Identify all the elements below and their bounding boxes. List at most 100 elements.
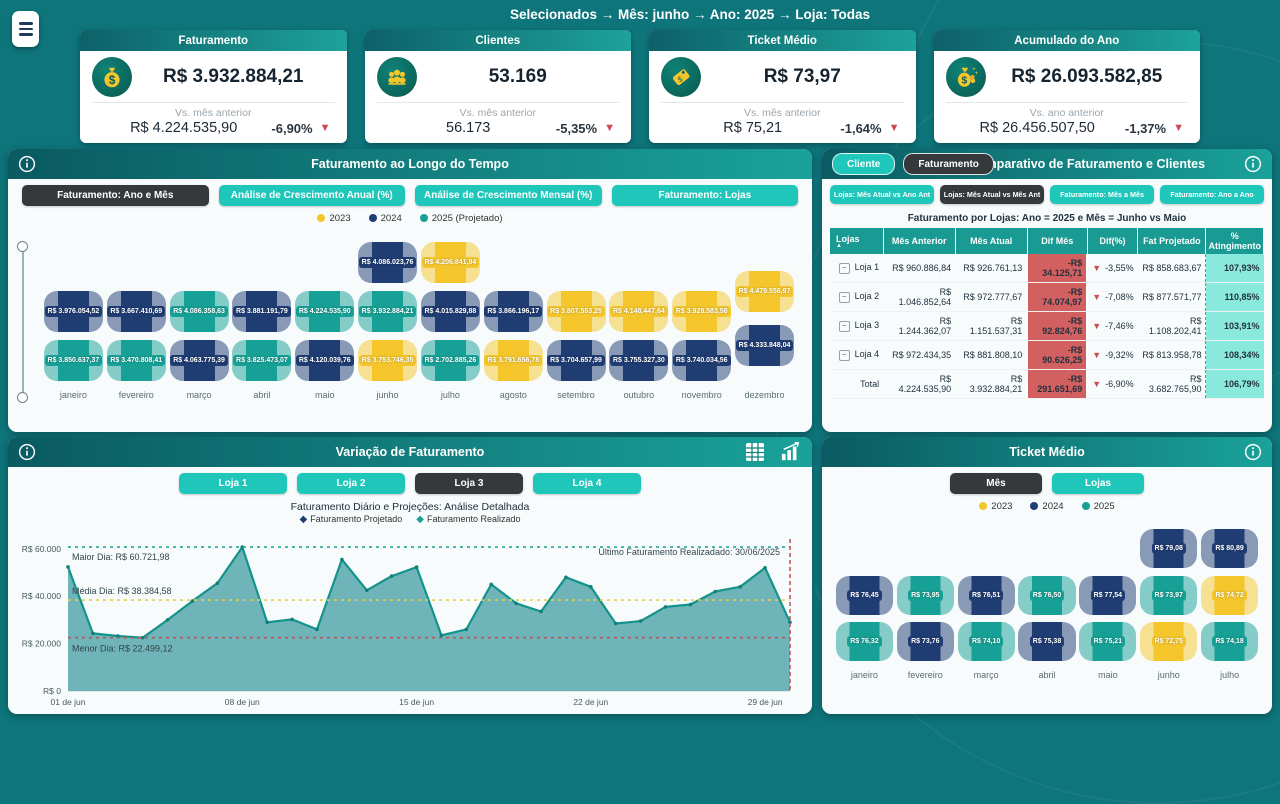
analytics-chart-icon[interactable] <box>780 442 802 462</box>
ribbon-bar-2023[interactable]: R$ 3.753.746,35 <box>358 339 418 381</box>
ribbon-bar-2024[interactable]: R$ 4.120.039,76 <box>295 339 355 381</box>
ribbon-bar-2024[interactable]: R$ 79,08 <box>1140 529 1198 568</box>
ribbon-bar-2025[interactable]: R$ 3.825.473,07 <box>232 339 292 381</box>
cell-dif-pct: ▼ -7,08% <box>1087 282 1138 312</box>
ribbon-bar-2023[interactable]: R$ 3.807.553,25 <box>546 290 606 332</box>
table-row[interactable]: − Loja 2 R$ 1.046.852,64 R$ 972.777,67 -R$ 7… <box>830 282 1264 312</box>
revenue-ribbon-chart[interactable]: R$ 3.976.054,52 R$ 3.850.637,37 R$ 3.667.4… <box>42 229 796 400</box>
toggle-cliente-button[interactable]: Cliente <box>832 153 896 175</box>
ribbon-bar-2023[interactable]: R$ 4.479.556,97 <box>734 271 795 313</box>
ribbon-value-label: R$ 3.704.657,99 <box>547 354 605 366</box>
ribbon-value-label: R$ 73,95 <box>908 589 943 601</box>
expand-icon[interactable]: − <box>838 321 850 332</box>
ribbon-bar-2023[interactable]: R$ 74,72 <box>1200 575 1259 615</box>
ribbon-bar-2024[interactable]: R$ 3.704.657,99 <box>546 339 606 381</box>
ribbon-bar-2023[interactable]: R$ 4.206.841,94 <box>420 241 480 283</box>
tab-faturamento-lojas[interactable]: Faturamento: Lojas <box>611 185 798 206</box>
ribbon-columns: R$ 76,45 R$ 76,32 R$ 73,95 R$ 73,76 R$ 76,51… <box>834 517 1260 667</box>
ribbon-bar-2025[interactable]: R$ 76,50 <box>1018 575 1076 615</box>
slider-handle-top[interactable] <box>17 241 28 252</box>
table-row[interactable]: − Loja 4 R$ 972.434,35 R$ 881.808,10 -R$ 90.… <box>830 340 1264 370</box>
ribbon-bar-2024[interactable]: R$ 75,38 <box>1018 622 1076 661</box>
expand-icon[interactable]: − <box>838 263 850 274</box>
ribbon-value-label: R$ 3.825.473,07 <box>233 354 291 366</box>
tab-mes[interactable]: Mês <box>950 473 1042 494</box>
table-total-row[interactable]: Total R$ 4.224.535,90 R$ 3.932.884,21 -R$ 2… <box>830 369 1264 399</box>
ribbon-bar-2025[interactable]: R$ 76,32 <box>835 622 894 661</box>
calculator-icon[interactable] <box>744 442 766 462</box>
tab-lojas[interactable]: Lojas <box>1052 473 1144 494</box>
ribbon-bar-2025[interactable]: R$ 74,10 <box>957 622 1015 661</box>
ribbon-value-label: R$ 4.333.848,04 <box>735 339 794 351</box>
tab-loja-3[interactable]: Loja 3 <box>415 473 523 494</box>
cell-atingimento: 106,79% <box>1205 369 1264 399</box>
ribbon-bar-2024[interactable]: R$ 77,54 <box>1079 575 1137 615</box>
kpi-value: 53.169 <box>488 66 547 87</box>
month-axis-label: junho <box>1157 670 1180 680</box>
tab-lojas-mes-vs-mes[interactable]: Lojas: Mês Atual vs Mês Ant <box>940 185 1044 204</box>
table-row[interactable]: − Loja 1 R$ 960.886,84 R$ 926.761,13 -R$ 34.… <box>830 254 1264 283</box>
comparison-table: Lojas ▲ Mês Anterior Mês Atual Dif Mês Di… <box>830 228 1264 399</box>
ribbon-bar-2025[interactable]: R$ 75,21 <box>1079 622 1137 661</box>
ribbon-bar-2024[interactable]: R$ 76,45 <box>835 575 894 615</box>
info-icon[interactable] <box>1244 443 1262 461</box>
cell-atingimento: 103,91% <box>1205 311 1264 341</box>
table-row[interactable]: − Loja 3 R$ 1.244.362,07 R$ 1.151.537,31 -R$… <box>830 311 1264 341</box>
info-icon[interactable] <box>18 443 36 461</box>
ribbon-bar-2025[interactable]: R$ 73,97 <box>1140 575 1198 615</box>
ribbon-bar-2025[interactable]: R$ 74,18 <box>1200 622 1259 661</box>
ribbon-bar-2025[interactable]: R$ 3.850.637,37 <box>43 339 103 381</box>
ribbon-bar-2024[interactable]: R$ 80,89 <box>1200 529 1259 568</box>
ribbon-bar-2024[interactable]: R$ 3.976.054,52 <box>43 290 103 332</box>
info-icon[interactable] <box>18 155 36 173</box>
ribbon-bar-2024[interactable]: R$ 3.667.410,69 <box>106 290 166 332</box>
cell-dif-pct: ▼ -6,90% <box>1087 369 1138 399</box>
ribbon-bar-2025[interactable]: R$ 4.086.358,63 <box>169 290 229 332</box>
ribbon-bar-2025[interactable]: R$ 3.932.884,21 <box>358 290 418 332</box>
info-icon[interactable] <box>1244 155 1262 173</box>
ribbon-bar-2023[interactable]: R$ 72,75 <box>1140 622 1198 661</box>
tab-loja-4[interactable]: Loja 4 <box>533 473 641 494</box>
tab-lojas-mes-vs-ano[interactable]: Lojas: Mês Atual vs Ano Ant <box>830 185 934 204</box>
toggle-faturamento-button[interactable]: Faturamento <box>903 153 994 175</box>
ribbon-bar-2024[interactable]: R$ 3.740.034,56 <box>672 339 732 381</box>
tab-loja-2[interactable]: Loja 2 <box>297 473 405 494</box>
tab-fat-mes-a-mes[interactable]: Faturamento: Mês a Mês <box>1050 185 1154 204</box>
ribbon-bar-2024[interactable]: R$ 3.755.327,30 <box>609 339 669 381</box>
kpi-delta: -6,90% <box>271 120 313 136</box>
tab-fat-ano-a-ano[interactable]: Faturamento: Ano a Ano <box>1160 185 1264 204</box>
comparison-table-title: Faturamento por Lojas: Ano = 2025 e Mês … <box>907 213 1187 224</box>
ribbon-bar-2024[interactable]: R$ 4.086.023,76 <box>358 241 418 283</box>
slider-handle-bottom[interactable] <box>17 392 28 403</box>
ribbon-bar-2025[interactable]: R$ 3.470.808,41 <box>106 339 166 381</box>
ribbon-bar-2024[interactable]: R$ 4.333.848,04 <box>734 324 795 366</box>
month-axis-label: setembro <box>557 390 595 400</box>
daily-revenue-area-chart[interactable]: R$ 0 R$ 20.000 R$ 40.000 R$ 60.000 01 de jun… <box>12 525 808 714</box>
ribbon-bar-2024[interactable]: R$ 4.015.829,88 <box>420 290 480 332</box>
hamburger-menu-button[interactable] <box>12 11 39 47</box>
ribbon-bar-2025[interactable]: R$ 2.702.885,26 <box>420 339 480 381</box>
tab-faturamento-ano-mes[interactable]: Faturamento: Ano e Mês <box>22 185 209 206</box>
ribbon-bar-2025[interactable]: R$ 4.224.535,90 <box>295 290 355 332</box>
expand-icon[interactable]: − <box>838 292 850 303</box>
ticket-ribbon-chart[interactable]: R$ 76,45 R$ 76,32 R$ 73,95 R$ 73,76 R$ 76,51… <box>834 517 1260 680</box>
tab-loja-1[interactable]: Loja 1 <box>179 473 287 494</box>
ribbon-bar-2024[interactable]: R$ 3.881.191,79 <box>232 290 292 332</box>
vertical-zoom-slider[interactable] <box>17 241 29 403</box>
ribbon-bar-2024[interactable]: R$ 4.063.775,39 <box>169 339 229 381</box>
tab-crescimento-anual[interactable]: Análise de Crescimento Anual (%) <box>218 185 405 206</box>
revenue-legend: 2023 2024 2025 (Projetado) <box>8 210 812 225</box>
ribbon-bar-2025[interactable]: R$ 73,95 <box>896 575 954 615</box>
ribbon-bar-2023[interactable]: R$ 4.148.447,64 <box>609 290 669 332</box>
ribbon-bar-2024[interactable]: R$ 73,76 <box>896 622 954 661</box>
month-axis-label: julho <box>1220 670 1240 680</box>
kpi-title: Faturamento <box>80 30 347 51</box>
ribbon-bar-2024[interactable]: R$ 76,51 <box>957 575 1015 615</box>
ribbon-bar-2023[interactable]: R$ 3.928.583,58 <box>672 290 732 332</box>
expand-icon[interactable]: − <box>838 350 850 361</box>
kpi-card-acumulado: Acumulado do Ano $ + + R$ 26.093.582,85 Vs… <box>933 30 1200 143</box>
ribbon-bar-2023[interactable]: R$ 3.791.656,78 <box>483 339 543 381</box>
tab-crescimento-mensal[interactable]: Análise de Crescimento Mensal (%) <box>415 185 602 206</box>
ribbon-bar-2024[interactable]: R$ 3.866.196,17 <box>483 290 543 332</box>
ribbon-month-column: R$ 3.866.196,17 R$ 3.791.656,78 <box>482 229 545 387</box>
